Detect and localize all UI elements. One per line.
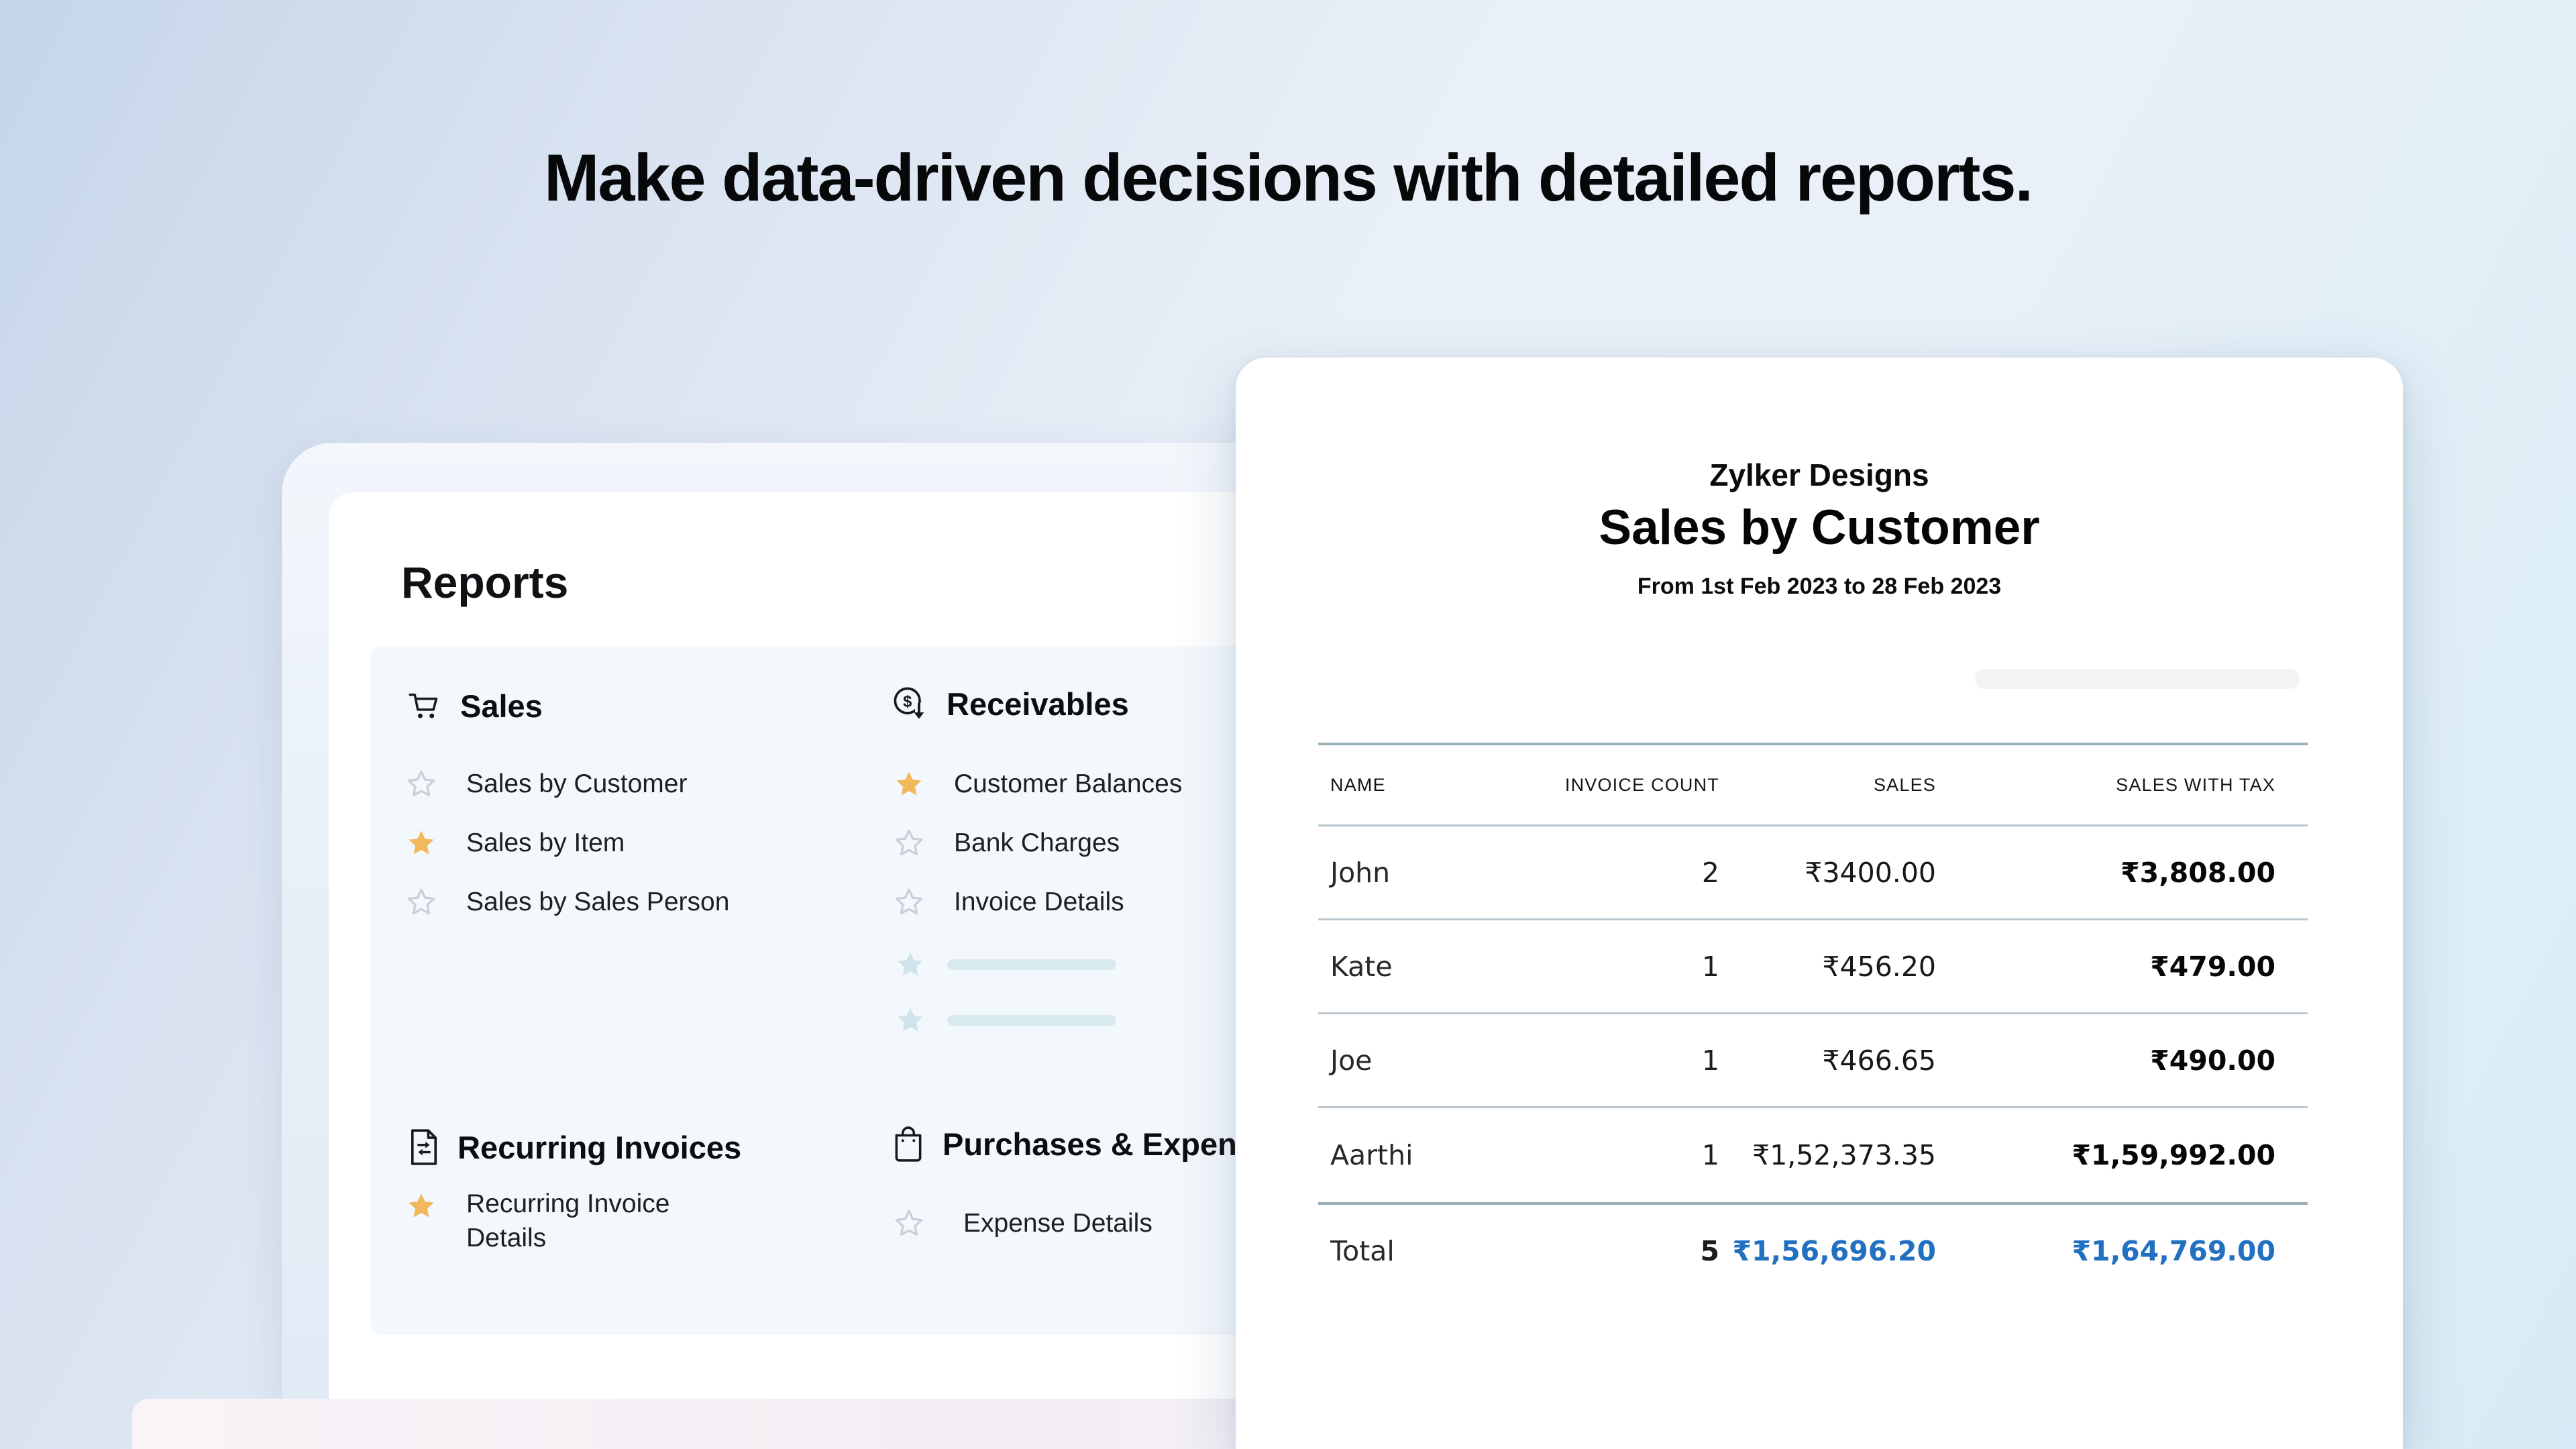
report-item-sales-by-sales-person[interactable]: Sales by Sales Person: [406, 887, 729, 918]
table-row: Kate 1 ₹456.20 ₹479.00: [1318, 920, 2308, 1014]
placeholder-pill: [1975, 669, 2300, 689]
star-icon[interactable]: [894, 828, 924, 859]
sales-by-customer-report-card: Zylker Designs Sales by Customer From 1s…: [1236, 358, 2403, 1449]
cell-sales-with-tax: ₹3,808.00: [2121, 856, 2275, 889]
cell-invoice-count: 1: [1701, 1139, 1719, 1171]
shopping-bag-icon: [895, 1126, 922, 1162]
table-header-row: NAME INVOICE COUNT SALES SALES WITH TAX: [1318, 743, 2308, 826]
cell-sales: ₹466.65: [1822, 1044, 1936, 1077]
table-row: Joe 1 ₹466.65 ₹490.00: [1318, 1014, 2308, 1108]
report-item-label[interactable]: Sales by Sales Person: [466, 888, 730, 916]
cell-sales-with-tax: ₹490.00: [2150, 1044, 2275, 1077]
report-item-recurring-invoice-details[interactable]: Recurring Invoice Details: [406, 1187, 681, 1256]
star-icon[interactable]: [894, 1208, 924, 1239]
section-label: Recurring Invoices: [458, 1129, 742, 1165]
cell-total-invoice-count: 5: [1700, 1235, 1719, 1267]
table-row: John 2 ₹3400.00 ₹3,808.00: [1318, 826, 2308, 920]
header-sales-with-tax: SALES WITH TAX: [2116, 774, 2275, 795]
report-item-label[interactable]: Sales by Customer: [466, 769, 688, 798]
cell-sales-with-tax: ₹1,59,992.00: [2072, 1139, 2275, 1171]
star-icon: [895, 949, 926, 980]
header-name: NAME: [1330, 774, 1386, 795]
report-item-bank-charges[interactable]: Bank Charges: [894, 828, 1120, 859]
star-icon[interactable]: [406, 769, 437, 800]
cell-sales: ₹3400.00: [1805, 856, 1936, 889]
cell-invoice-count: 1: [1701, 950, 1719, 983]
cell-sales: ₹1,52,373.35: [1752, 1139, 1936, 1171]
report-item-customer-balances[interactable]: Customer Balances: [894, 769, 1182, 800]
report-table: NAME INVOICE COUNT SALES SALES WITH TAX …: [1318, 743, 2308, 1297]
company-name: Zylker Designs: [1709, 458, 1929, 492]
cell-name: Joe: [1330, 1044, 1373, 1077]
money-receive-icon: $: [894, 687, 924, 719]
table-total-row: Total 5 ₹1,56,696.20 ₹1,64,769.00: [1318, 1202, 2308, 1297]
cell-total-label: Total: [1330, 1235, 1395, 1267]
placeholder-report-item: [895, 949, 1116, 980]
report-item-label[interactable]: Expense Details: [963, 1209, 1152, 1238]
section-label: Purchases & Expenses: [943, 1126, 1290, 1162]
header-sales: SALES: [1873, 774, 1936, 795]
placeholder-report-item: [895, 1005, 1116, 1036]
section-label: Sales: [460, 688, 543, 724]
cell-total-sales-with-tax: ₹1,64,769.00: [2072, 1235, 2275, 1267]
star-icon: [895, 1005, 926, 1036]
report-item-label[interactable]: Recurring Invoice Details: [466, 1189, 670, 1253]
report-item-label[interactable]: Invoice Details: [954, 888, 1124, 916]
report-item-sales-by-item[interactable]: Sales by Item: [406, 828, 625, 859]
star-icon[interactable]: [894, 769, 924, 800]
section-label: Receivables: [947, 686, 1129, 722]
cell-total-sales: ₹1,56,696.20: [1732, 1235, 1936, 1267]
cell-name: Aarthi: [1330, 1139, 1413, 1171]
report-title: Sales by Customer: [1599, 500, 2040, 555]
star-icon[interactable]: [894, 887, 924, 918]
report-item-label[interactable]: Bank Charges: [954, 828, 1120, 857]
star-icon[interactable]: [406, 1191, 437, 1222]
report-date-range: From 1st Feb 2023 to 28 Feb 2023: [1637, 574, 2002, 599]
star-icon[interactable]: [406, 887, 437, 918]
cell-name: John: [1330, 856, 1391, 889]
cell-invoice-count: 1: [1701, 1044, 1719, 1077]
section-heading-purchases-expenses: Purchases & Expenses: [892, 1126, 1289, 1163]
cart-icon: [409, 693, 438, 718]
table-row: Aarthi 1 ₹1,52,373.35 ₹1,59,992.00: [1318, 1108, 2308, 1202]
star-icon[interactable]: [406, 828, 437, 859]
cell-name: Kate: [1330, 950, 1393, 983]
report-item-invoice-details[interactable]: Invoice Details: [894, 887, 1124, 918]
report-item-label[interactable]: Sales by Item: [466, 828, 625, 857]
svg-text:$: $: [903, 693, 912, 710]
page-headline: Make data-driven decisions with detailed…: [543, 140, 2033, 215]
report-item-expense-details[interactable]: Expense Details: [894, 1208, 1152, 1239]
recurring-document-icon: [411, 1129, 437, 1165]
report-item-sales-by-customer[interactable]: Sales by Customer: [406, 769, 687, 800]
header-invoice-count: INVOICE COUNT: [1564, 774, 1719, 795]
section-heading-sales: Sales: [408, 688, 543, 724]
cell-sales: ₹456.20: [1822, 950, 1936, 983]
placeholder-bar: [947, 1015, 1116, 1026]
section-heading-receivables: $ Receivables: [892, 685, 1129, 722]
cell-invoice-count: 2: [1701, 856, 1719, 889]
reports-panel-title: Reports: [401, 557, 569, 607]
cell-sales-with-tax: ₹479.00: [2150, 950, 2275, 983]
report-item-label[interactable]: Customer Balances: [954, 769, 1183, 798]
placeholder-bar: [947, 959, 1116, 970]
section-heading-recurring-invoices: Recurring Invoices: [408, 1128, 741, 1166]
